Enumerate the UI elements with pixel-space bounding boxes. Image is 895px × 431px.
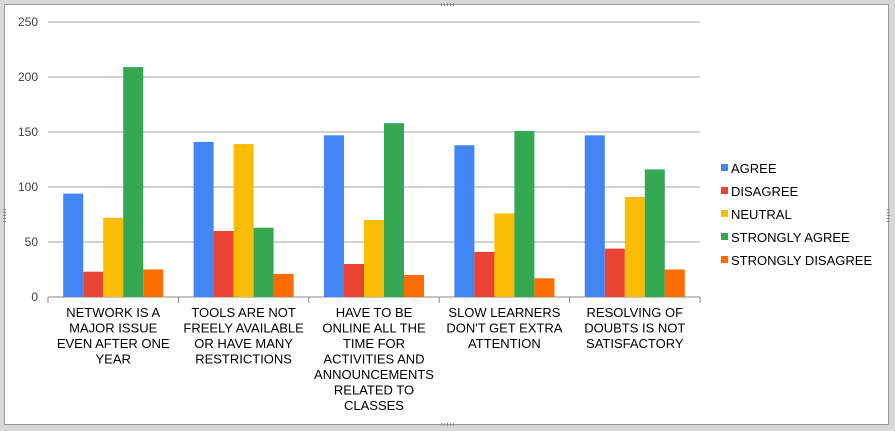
legend-swatch	[721, 210, 728, 217]
x-category-label: SATISFACTORY	[586, 336, 684, 351]
bar-neutral	[494, 213, 515, 297]
legend-swatch	[721, 164, 728, 171]
legend-swatch	[721, 187, 728, 194]
x-category-label: ONLINE ALL THE	[322, 321, 426, 336]
bar-disagree	[604, 248, 625, 297]
y-tick-label: 50	[25, 235, 39, 249]
x-category-label: DOUBTS IS NOT	[584, 321, 685, 336]
x-category-label: TOOLS ARE NOT	[191, 305, 296, 320]
x-category-label: HAVE TO BE	[336, 305, 413, 320]
x-category-label: EVEN AFTER ONE	[57, 336, 170, 351]
bar-agree	[324, 135, 344, 297]
x-category-label: YEAR	[95, 352, 130, 367]
legend-swatch	[721, 256, 728, 263]
legend-label: NEUTRAL	[731, 207, 792, 222]
x-category-label: FREELY AVAILABLE	[183, 321, 304, 336]
resize-handle-bottom[interactable]	[441, 423, 455, 426]
bar-strongly-agree	[644, 169, 665, 297]
bar-strongly-agree	[123, 67, 144, 297]
y-tick-label: 150	[18, 125, 38, 139]
bar-strongly-disagree	[534, 278, 555, 297]
legend-label: STRONGLY DISAGREE	[731, 253, 872, 268]
resize-handle-top[interactable]	[441, 3, 455, 6]
bar-strongly-disagree	[143, 269, 164, 297]
bar-strongly-disagree	[664, 269, 685, 297]
legend-swatch	[721, 233, 728, 240]
bar-neutral	[233, 144, 254, 297]
bar-agree	[193, 141, 214, 297]
bar-disagree	[474, 251, 495, 297]
y-tick-label: 100	[18, 180, 38, 194]
legend-label: AGREE	[731, 161, 777, 176]
bar-disagree	[344, 264, 364, 297]
x-category-label: DON'T GET EXTRA	[446, 321, 562, 336]
bar-strongly-disagree	[404, 275, 424, 297]
bar-agree	[584, 135, 605, 297]
x-category-label: NETWORK IS A	[66, 305, 160, 320]
bar-neutral	[103, 217, 124, 297]
x-category-label: RESOLVING OF	[587, 305, 684, 320]
bar-disagree	[213, 231, 234, 297]
x-category-label: RELATED TO	[334, 383, 414, 398]
y-tick-label: 250	[18, 15, 38, 29]
bar-neutral	[624, 196, 645, 297]
bar-strongly-agree	[514, 130, 535, 297]
x-category-label: MAJOR ISSUE	[69, 321, 157, 336]
bar-strongly-disagree	[273, 273, 294, 297]
chart-frame[interactable]	[3, 3, 890, 426]
x-category-label: ANNOUNCEMENTS	[314, 367, 434, 382]
resize-handle-left[interactable]	[3, 208, 6, 222]
x-category-label: RESTRICTIONS	[195, 352, 292, 367]
bar-agree	[63, 193, 84, 297]
y-tick-label: 0	[31, 290, 38, 304]
bar-neutral	[364, 220, 384, 297]
x-category-label: CLASSES	[344, 398, 404, 413]
bar-agree	[454, 145, 475, 297]
legend-label: DISAGREE	[731, 184, 799, 199]
y-tick-label: 200	[18, 70, 38, 84]
x-category-label: TIME FOR	[343, 336, 405, 351]
x-category-label: SLOW LEARNERS	[448, 305, 560, 320]
x-category-label: ACTIVITIES AND	[323, 352, 424, 367]
bar-strongly-agree	[384, 123, 404, 297]
x-category-label: OR HAVE MANY	[194, 336, 293, 351]
bar-strongly-agree	[253, 227, 274, 297]
bar-disagree	[83, 271, 104, 297]
legend-label: STRONGLY AGREE	[731, 230, 850, 245]
x-category-label: ATTENTION	[468, 336, 541, 351]
resize-handle-right[interactable]	[887, 208, 890, 222]
